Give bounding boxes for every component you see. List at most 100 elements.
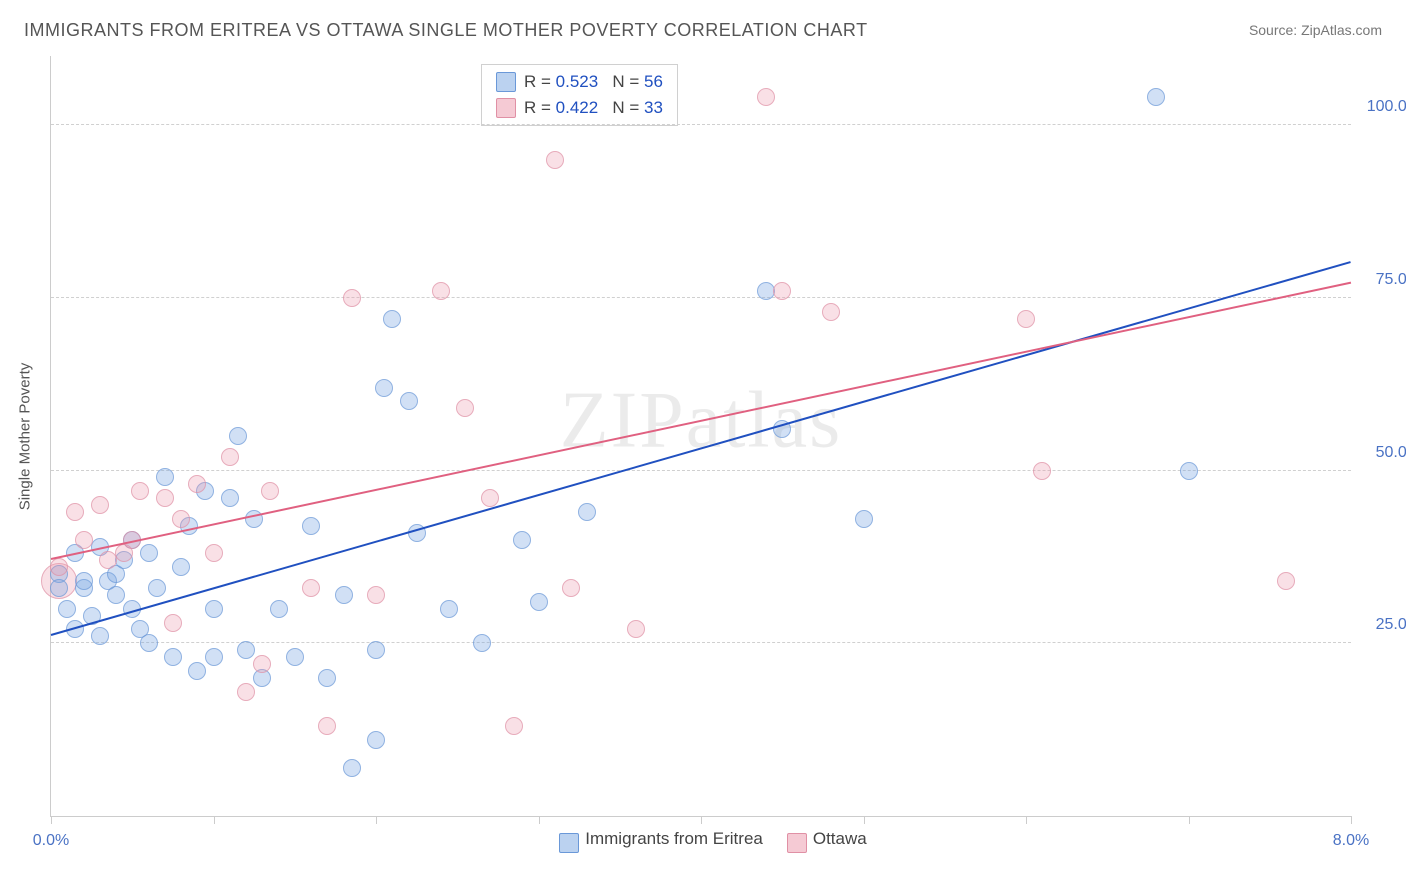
- x-tick: [1189, 816, 1190, 824]
- x-tick: [539, 816, 540, 824]
- scatter-point: [367, 731, 385, 749]
- scatter-point: [546, 151, 564, 169]
- legend-swatch: [559, 833, 579, 853]
- y-tick-label: 100.0%: [1361, 98, 1406, 116]
- scatter-point: [343, 289, 361, 307]
- grid-line: [51, 470, 1351, 471]
- scatter-point: [131, 482, 149, 500]
- x-tick: [376, 816, 377, 824]
- scatter-point: [432, 282, 450, 300]
- scatter-point: [578, 503, 596, 521]
- legend-swatch: [496, 72, 516, 92]
- scatter-point: [188, 662, 206, 680]
- scatter-point: [253, 655, 271, 673]
- x-tick: [1026, 816, 1027, 824]
- correlation-legend: R = 0.523 N = 56R = 0.422 N = 33: [481, 64, 678, 126]
- grid-line: [51, 297, 1351, 298]
- scatter-point: [221, 489, 239, 507]
- scatter-point: [367, 641, 385, 659]
- scatter-point: [473, 634, 491, 652]
- scatter-point: [205, 544, 223, 562]
- scatter-point: [1147, 88, 1165, 106]
- scatter-point: [375, 379, 393, 397]
- scatter-point: [318, 669, 336, 687]
- scatter-point: [229, 427, 247, 445]
- scatter-point: [156, 489, 174, 507]
- source-prefix: Source:: [1249, 22, 1301, 38]
- legend-row: R = 0.523 N = 56: [496, 69, 663, 95]
- scatter-point: [286, 648, 304, 666]
- scatter-point: [562, 579, 580, 597]
- x-tick: [51, 816, 52, 824]
- chart-title: IMMIGRANTS FROM ERITREA VS OTTAWA SINGLE…: [24, 20, 868, 41]
- scatter-point: [773, 282, 791, 300]
- scatter-point: [481, 489, 499, 507]
- y-tick-label: 25.0%: [1361, 616, 1406, 634]
- scatter-point: [456, 399, 474, 417]
- scatter-point: [140, 634, 158, 652]
- scatter-point: [1033, 462, 1051, 480]
- scatter-point: [75, 531, 93, 549]
- scatter-point: [1277, 572, 1295, 590]
- x-tick: [864, 816, 865, 824]
- scatter-point: [440, 600, 458, 618]
- x-tick: [1351, 816, 1352, 824]
- scatter-point: [335, 586, 353, 604]
- y-tick-label: 75.0%: [1361, 271, 1406, 289]
- y-axis-title: Single Mother Poverty: [10, 56, 40, 816]
- grid-line: [51, 124, 1351, 125]
- scatter-point: [91, 496, 109, 514]
- scatter-point: [172, 558, 190, 576]
- scatter-point: [505, 717, 523, 735]
- source-link[interactable]: ZipAtlas.com: [1301, 22, 1382, 38]
- scatter-point: [270, 600, 288, 618]
- scatter-point: [302, 579, 320, 597]
- scatter-point: [302, 517, 320, 535]
- scatter-point: [400, 392, 418, 410]
- legend-label: Immigrants from Eritrea: [585, 829, 763, 848]
- scatter-point: [172, 510, 190, 528]
- scatter-point: [221, 448, 239, 466]
- scatter-point: [627, 620, 645, 638]
- scatter-point: [58, 600, 76, 618]
- scatter-point: [75, 572, 93, 590]
- scatter-point: [50, 558, 68, 576]
- scatter-point: [367, 586, 385, 604]
- scatter-point: [156, 468, 174, 486]
- scatter-chart: ZIPatlas R = 0.523 N = 56R = 0.422 N = 3…: [50, 56, 1351, 817]
- x-tick: [701, 816, 702, 824]
- scatter-point: [140, 544, 158, 562]
- scatter-point: [107, 586, 125, 604]
- scatter-point: [50, 579, 68, 597]
- series-legend: Immigrants from Eritrea Ottawa: [51, 829, 1351, 850]
- scatter-point: [757, 88, 775, 106]
- scatter-point: [855, 510, 873, 528]
- scatter-point: [205, 600, 223, 618]
- y-tick-label: 50.0%: [1361, 444, 1406, 462]
- scatter-point: [237, 641, 255, 659]
- scatter-point: [530, 593, 548, 611]
- scatter-point: [318, 717, 336, 735]
- scatter-point: [188, 475, 206, 493]
- scatter-point: [91, 627, 109, 645]
- scatter-point: [66, 503, 84, 521]
- scatter-point: [513, 531, 531, 549]
- legend-swatch: [496, 98, 516, 118]
- scatter-point: [148, 579, 166, 597]
- x-tick: [214, 816, 215, 824]
- scatter-point: [164, 648, 182, 666]
- source-attribution: Source: ZipAtlas.com: [1249, 22, 1382, 38]
- x-tick-label: 0.0%: [33, 832, 69, 850]
- scatter-point: [1017, 310, 1035, 328]
- scatter-point: [1180, 462, 1198, 480]
- scatter-point: [383, 310, 401, 328]
- legend-row: R = 0.422 N = 33: [496, 95, 663, 121]
- scatter-point: [205, 648, 223, 666]
- legend-label: Ottawa: [813, 829, 867, 848]
- scatter-point: [237, 683, 255, 701]
- scatter-point: [343, 759, 361, 777]
- regression-line: [51, 261, 1352, 636]
- scatter-point: [822, 303, 840, 321]
- scatter-point: [164, 614, 182, 632]
- scatter-point: [261, 482, 279, 500]
